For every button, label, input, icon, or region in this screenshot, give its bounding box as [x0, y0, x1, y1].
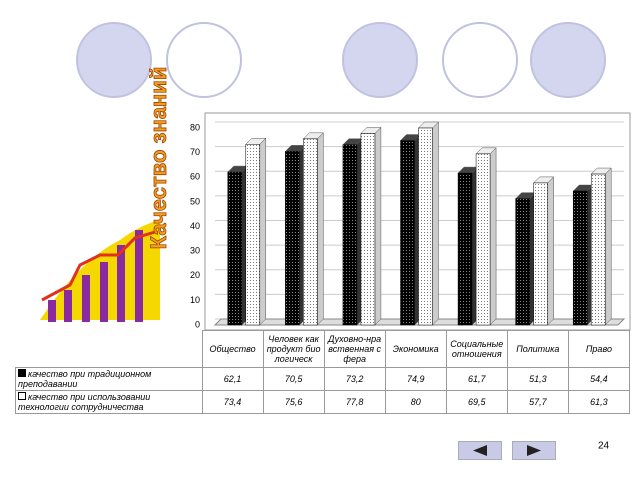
- category-label: Человек как продукт биологическ: [262, 330, 325, 368]
- prev-icon: [473, 445, 487, 456]
- bar: [418, 127, 433, 326]
- y-tick-label: 10: [190, 295, 200, 305]
- bar: [515, 198, 530, 326]
- bar: [303, 138, 318, 326]
- y-tick-label: 0: [195, 319, 200, 329]
- bar: [227, 171, 243, 326]
- bar-side: [374, 126, 382, 326]
- legend-swatch: [18, 369, 26, 377]
- value-label: 62,1: [201, 367, 264, 391]
- bar-side: [259, 137, 267, 326]
- bar: [285, 151, 300, 326]
- y-tick-label: 50: [190, 196, 200, 206]
- category-label: Право: [567, 330, 631, 368]
- bar: [590, 173, 606, 326]
- bar: [572, 190, 588, 326]
- y-tick-label: 40: [190, 221, 200, 231]
- bar-side: [317, 132, 324, 326]
- value-label: 74,9: [384, 367, 447, 391]
- bar-side: [604, 167, 612, 326]
- value-label: 61,7: [445, 367, 508, 391]
- category-label: Экономика: [384, 330, 447, 368]
- category-label: Политика: [506, 330, 569, 368]
- y-tick-label: 70: [190, 147, 200, 157]
- data-table: Общество Человек как продукт биологическ Д…: [15, 330, 631, 414]
- category-label: Социальные отношения: [445, 330, 508, 368]
- value-label: 73,2: [323, 367, 386, 391]
- page-number: 24: [598, 441, 610, 452]
- corner: [16, 331, 203, 368]
- y-tick-label: 20: [190, 270, 200, 280]
- next-button[interactable]: [512, 441, 556, 460]
- bar: [533, 182, 548, 326]
- decor-circles: [76, 22, 606, 98]
- value-label: 57,7: [506, 390, 569, 414]
- prev-button[interactable]: [458, 441, 502, 460]
- bar: [360, 133, 376, 326]
- slide-title: Качество знаний: [146, 67, 171, 250]
- legend-label: качество при использовании технологии со…: [18, 392, 151, 412]
- legend-entry: качество при традиционном преподавании: [15, 367, 203, 391]
- bar: [342, 144, 358, 326]
- category-label: Общество: [201, 330, 264, 368]
- legend-entry: качество при использовании технологии со…: [15, 390, 203, 414]
- value-label: 69,5: [445, 390, 508, 414]
- value-label: 75,6: [262, 390, 325, 414]
- next-icon: [527, 445, 541, 456]
- value-label: 73,4: [201, 390, 264, 414]
- category-label: Духовно-нравственная сфера: [323, 330, 386, 368]
- decor-chart-icon: [40, 220, 160, 322]
- bar: [400, 140, 415, 326]
- bar-side: [489, 147, 497, 326]
- bar: [457, 172, 473, 326]
- y-tick-label: 80: [190, 122, 200, 132]
- y-tick-label: 30: [190, 246, 200, 256]
- legend-swatch: [18, 392, 26, 400]
- value-label: 61,3: [567, 390, 631, 414]
- bar-side: [432, 121, 439, 326]
- bar-side: [547, 176, 554, 326]
- value-label: 70,5: [262, 367, 325, 391]
- value-label: 51,3: [506, 367, 569, 391]
- value-label: 77,8: [323, 390, 386, 414]
- value-label: 80: [384, 390, 447, 414]
- bar: [475, 153, 491, 326]
- legend-label: качество при традиционном преподавании: [18, 369, 152, 389]
- y-tick-label: 60: [190, 172, 200, 182]
- bar: [245, 144, 261, 326]
- value-label: 54,4: [567, 367, 631, 391]
